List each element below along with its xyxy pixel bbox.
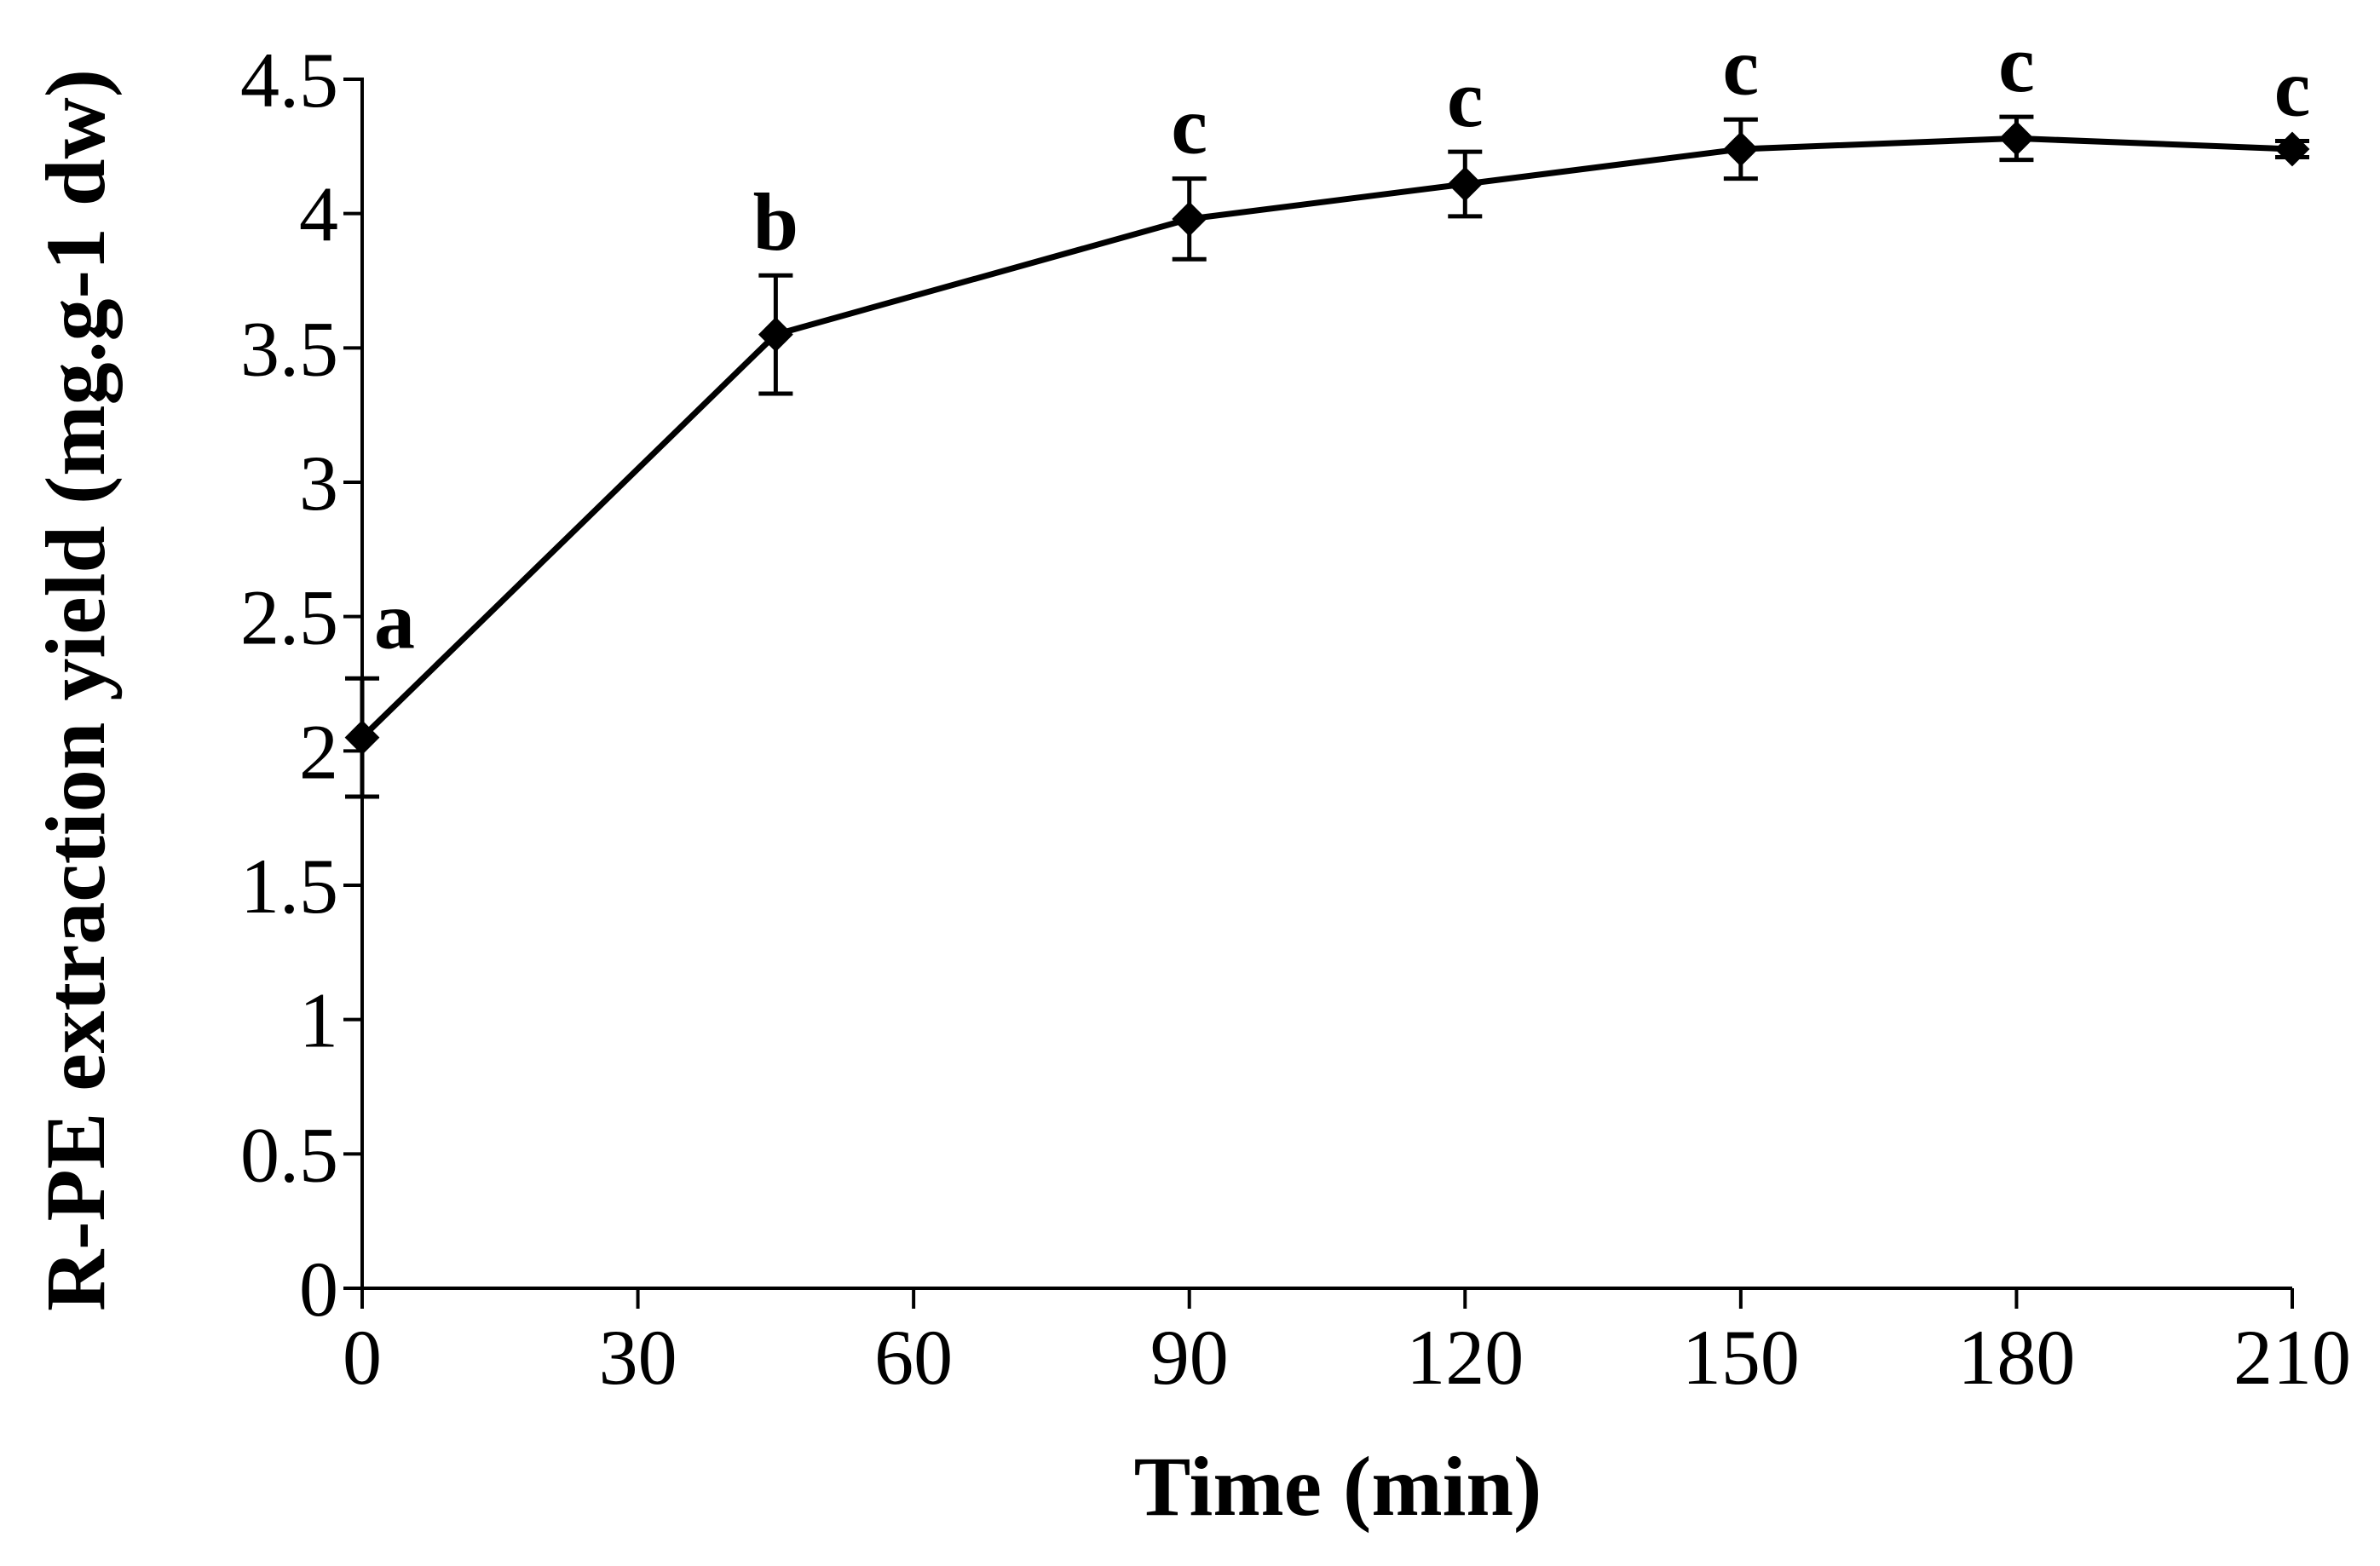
x-tick-label: 90	[1150, 1314, 1229, 1401]
data-point-marker	[1723, 131, 1759, 167]
series-line	[360, 135, 2293, 740]
x-axis-title: Time (min)	[1134, 1439, 1542, 1534]
y-axis-title: R-PE extraction yield (mg.g-1 dw)	[28, 69, 123, 1311]
tick-labels: 0 0.5 1 1.5 2 2.5 3 3.5 4 4.5 0 30 60 90 120 150 180 210	[240, 37, 2351, 1401]
x-tick-label: 30	[599, 1314, 677, 1401]
y-tick-label: 1.5	[240, 843, 338, 930]
x-tick-label: 150	[1682, 1314, 1800, 1401]
significance-letter: c	[1998, 18, 2035, 109]
x-tick-label: 0	[343, 1314, 382, 1401]
x-tick-label: 120	[1406, 1314, 1524, 1401]
data-point-marker	[758, 317, 793, 352]
data-series	[360, 135, 2293, 740]
data-point-marker	[1172, 201, 1207, 237]
data-point-marker	[2274, 131, 2310, 167]
y-tick-label: 3.5	[240, 305, 338, 392]
significance-letter: c	[2274, 43, 2311, 134]
x-tick-label: 210	[2233, 1314, 2351, 1401]
error-bars	[345, 114, 2309, 799]
y-tick-label: 3	[299, 440, 338, 527]
y-tick-label: 2	[299, 708, 338, 795]
data-point-marker	[344, 720, 380, 755]
y-tick-label: 4.5	[240, 37, 338, 124]
y-tick-label: 2.5	[240, 574, 338, 661]
data-markers	[344, 120, 2310, 755]
significance-letters: a b c c c c c	[374, 18, 2310, 665]
data-point-marker	[1999, 120, 2034, 156]
x-tick-label: 180	[1957, 1314, 2075, 1401]
significance-letter: a	[374, 575, 415, 666]
axes	[360, 78, 2292, 1290]
tick-marks	[343, 78, 2294, 1309]
x-tick-label: 60	[874, 1314, 953, 1401]
significance-letter: c	[1447, 53, 1484, 144]
significance-letter: c	[1171, 80, 1207, 171]
significance-letter: b	[753, 176, 798, 268]
y-tick-label: 4	[299, 171, 338, 258]
significance-letter: c	[1723, 20, 1760, 112]
y-tick-label: 0	[299, 1246, 338, 1333]
y-tick-label: 1	[299, 977, 338, 1064]
data-point-marker	[1447, 166, 1483, 202]
y-tick-label: 0.5	[240, 1111, 338, 1198]
